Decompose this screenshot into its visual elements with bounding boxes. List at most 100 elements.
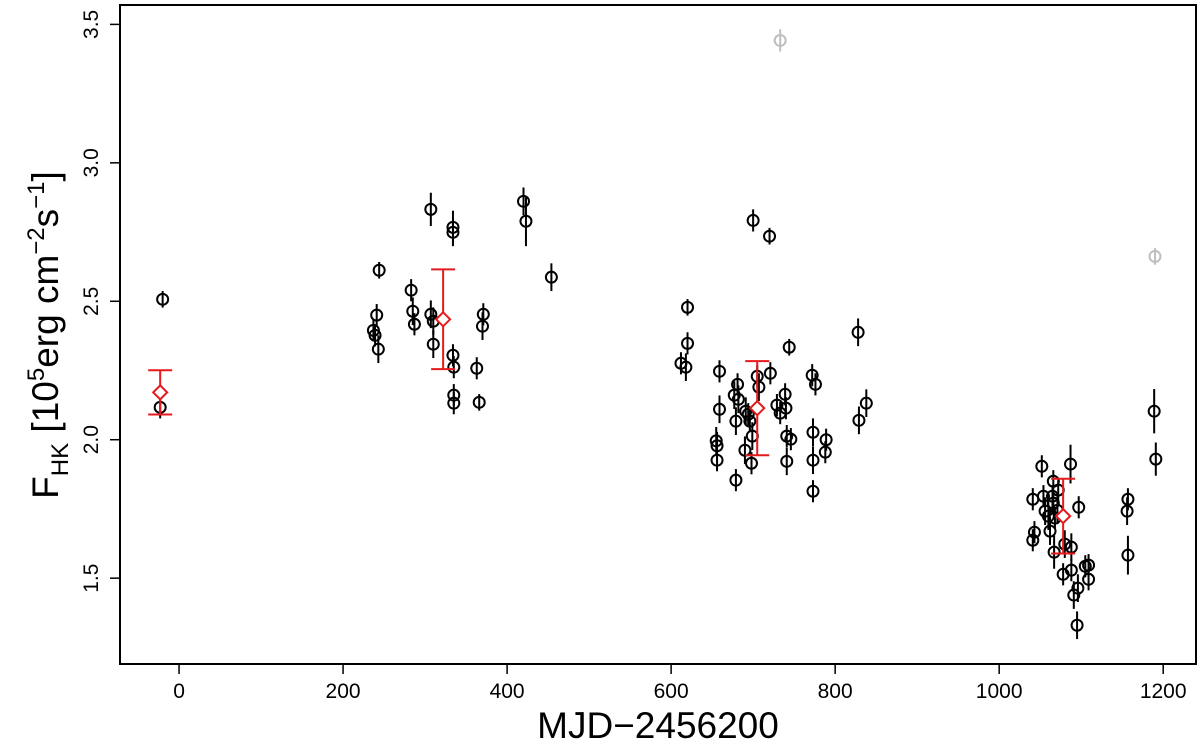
point xyxy=(151,383,169,401)
point xyxy=(779,401,793,415)
y-tick-label: 3.5 xyxy=(80,10,103,39)
y-label-sup: 5 xyxy=(23,368,50,381)
point xyxy=(851,325,865,339)
point xyxy=(424,307,438,321)
point xyxy=(681,336,695,350)
y-tick-label: 2.5 xyxy=(80,287,103,316)
point xyxy=(713,402,727,416)
point xyxy=(1120,504,1134,518)
y-label-part: F xyxy=(25,476,66,499)
point xyxy=(741,407,755,421)
point xyxy=(368,328,382,342)
x-tick-label: 200 xyxy=(326,680,361,703)
point xyxy=(407,317,421,331)
point xyxy=(1047,545,1061,559)
point xyxy=(371,342,385,356)
point xyxy=(1064,457,1078,471)
point xyxy=(472,395,486,409)
point xyxy=(1036,489,1050,503)
point xyxy=(404,283,418,297)
point xyxy=(156,292,170,306)
point xyxy=(1149,452,1163,466)
point xyxy=(738,443,752,457)
point xyxy=(370,308,384,322)
point xyxy=(406,304,420,318)
point xyxy=(447,360,461,374)
point xyxy=(763,229,777,243)
point xyxy=(1027,525,1041,539)
point xyxy=(852,413,866,427)
point xyxy=(517,194,530,208)
point xyxy=(780,454,794,468)
point xyxy=(773,33,787,47)
point xyxy=(1043,524,1057,538)
point xyxy=(434,310,452,328)
y-label-sub: HK xyxy=(47,443,74,476)
point xyxy=(1054,507,1072,525)
point xyxy=(1067,588,1081,602)
y-label-sup: −1 xyxy=(23,181,50,208)
point xyxy=(426,337,440,351)
y-label-part: erg cm xyxy=(25,255,66,368)
x-tick-label: 1000 xyxy=(976,680,1023,703)
x-tick-label: 0 xyxy=(173,680,185,703)
point xyxy=(1026,533,1040,547)
point xyxy=(681,300,695,314)
point xyxy=(1072,500,1086,514)
point xyxy=(729,414,743,428)
x-tick-label: 400 xyxy=(490,680,525,703)
point xyxy=(782,340,796,354)
point xyxy=(763,366,777,380)
x-axis-label: MJD−2456200 xyxy=(537,705,779,744)
point xyxy=(1046,496,1060,510)
point xyxy=(519,214,533,228)
y-axis-label: FHK [105erg cm−2s−1] xyxy=(23,171,74,499)
point xyxy=(808,377,822,391)
point xyxy=(806,453,820,467)
point xyxy=(806,425,820,439)
y-tick-label: 3.0 xyxy=(80,148,103,177)
point xyxy=(679,360,693,374)
point xyxy=(859,396,873,410)
point xyxy=(1148,249,1162,263)
point xyxy=(784,432,798,446)
point xyxy=(727,388,741,402)
plot-frame xyxy=(119,4,1197,665)
point xyxy=(748,399,766,417)
point xyxy=(1071,581,1085,595)
point xyxy=(1035,459,1049,473)
y-label-sup: −2 xyxy=(23,227,50,254)
point xyxy=(1147,404,1161,418)
x-tick-label: 800 xyxy=(818,680,853,703)
point xyxy=(744,456,758,470)
point xyxy=(470,361,484,375)
point xyxy=(806,484,820,498)
x-tick-label: 1200 xyxy=(1140,680,1187,703)
point xyxy=(544,270,558,284)
point xyxy=(475,319,489,333)
point xyxy=(731,392,745,406)
point xyxy=(729,473,743,487)
x-tick-label: 600 xyxy=(654,680,689,703)
point xyxy=(710,453,724,467)
y-tick-label: 2.0 xyxy=(80,425,103,454)
y-tick-label: 1.5 xyxy=(80,564,103,593)
point xyxy=(1082,572,1096,586)
y-label-part: [10 xyxy=(25,381,66,443)
point xyxy=(746,213,760,227)
point xyxy=(372,263,386,277)
point xyxy=(743,414,757,428)
point xyxy=(446,220,460,234)
point xyxy=(1070,618,1084,632)
point xyxy=(1064,563,1078,577)
point xyxy=(1041,509,1055,523)
y-label-part: s xyxy=(25,209,66,228)
y-label-part: ] xyxy=(25,171,66,181)
point xyxy=(424,202,438,216)
point xyxy=(818,445,832,459)
point xyxy=(447,396,461,410)
point xyxy=(752,380,766,394)
point xyxy=(1121,548,1135,562)
point xyxy=(1058,537,1072,551)
